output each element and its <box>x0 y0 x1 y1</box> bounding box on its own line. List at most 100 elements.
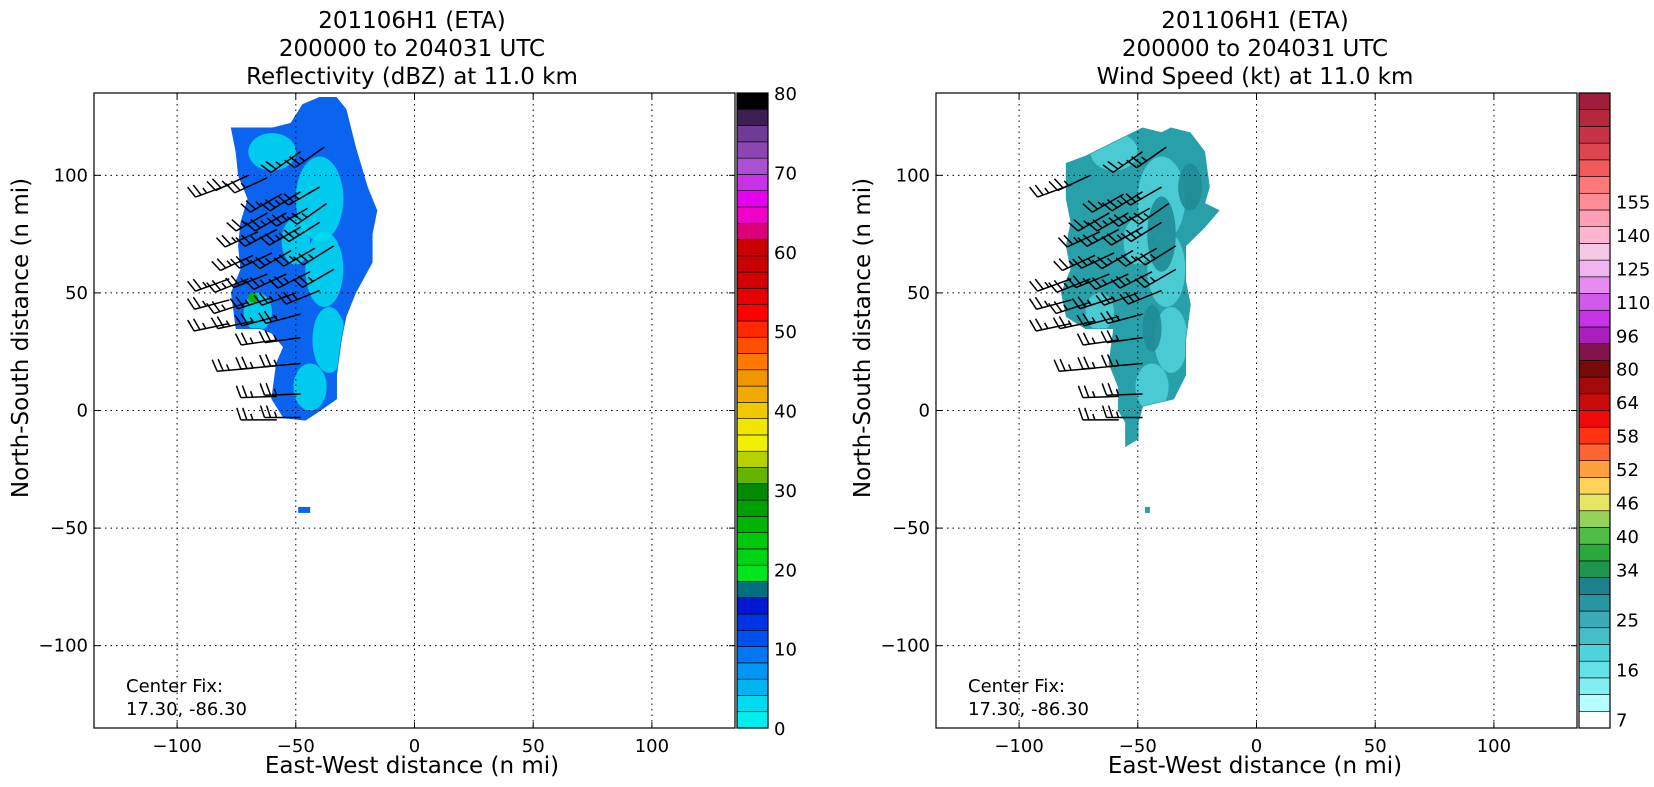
wind-barb <box>1135 245 1177 266</box>
barb-feather <box>259 202 271 212</box>
colorbar-bin <box>736 353 769 371</box>
barb-feather <box>1100 330 1108 343</box>
barb-feather <box>283 229 295 239</box>
wind-barb <box>259 226 301 246</box>
barb-feather <box>1101 202 1113 212</box>
wind-barb <box>259 382 301 397</box>
barb-feather <box>236 407 242 421</box>
wind-barb <box>1115 247 1158 267</box>
colorbar-bin <box>736 499 769 517</box>
barb-half-feather <box>275 161 282 167</box>
colorbar-bin <box>1578 543 1611 562</box>
barb-feather <box>205 302 215 314</box>
barb-feather <box>1107 382 1114 396</box>
barb-half-feather <box>1063 282 1069 289</box>
barb-feather <box>264 199 276 209</box>
barb-feather <box>187 186 197 198</box>
colorbar-bin <box>1578 393 1611 411</box>
barb-half-feather <box>1130 255 1137 261</box>
barb-feather <box>1125 229 1137 239</box>
barb-half-feather <box>249 391 254 398</box>
title-line-1: 201106H1 (ETA) <box>318 8 506 34</box>
isolated-echo <box>298 506 311 513</box>
barb-half-feather <box>225 320 231 327</box>
title-line-3: Reflectivity (dBZ) at 11.0 km <box>246 64 578 90</box>
barb-feather <box>1126 159 1138 169</box>
echo-blob-dark <box>1178 163 1202 211</box>
barb-feather <box>1091 277 1102 288</box>
barb-feather <box>253 294 263 306</box>
colorbar-bin <box>736 434 769 452</box>
y-tick-label: −50 <box>892 518 930 539</box>
barb-feather <box>229 298 239 310</box>
barb-feather <box>245 221 256 232</box>
barb-feather <box>1053 359 1060 372</box>
wind-barb <box>1029 318 1072 332</box>
wind-barb <box>234 332 277 346</box>
colorbar-bin <box>736 385 769 403</box>
barb-half-feather <box>221 180 228 186</box>
wind-barb <box>253 292 297 306</box>
wind-barb <box>1134 268 1177 289</box>
wind-barb <box>1078 407 1119 421</box>
x-tick-label: 100 <box>635 736 669 757</box>
barb-feather <box>1101 383 1108 396</box>
colorbar-tick-label: 155 <box>1616 193 1650 214</box>
barb-staff <box>239 252 273 269</box>
wind-barb <box>244 273 287 290</box>
y-tick-label: 0 <box>77 401 88 422</box>
wind-barb <box>1126 146 1167 169</box>
x-tick-label: −100 <box>994 736 1043 757</box>
colorbar-tick-label: 16 <box>1616 661 1639 682</box>
wind-barb <box>284 146 325 169</box>
barb-feather <box>240 203 251 213</box>
barb-half-feather <box>1044 187 1050 194</box>
colorbar-tick-label: 20 <box>774 560 797 581</box>
barb-feather <box>235 357 242 370</box>
barb-half-feather <box>240 182 247 189</box>
wind-barb <box>215 231 259 248</box>
barb-feather <box>1058 258 1069 269</box>
barb-feather <box>235 296 245 308</box>
barb-feather <box>1034 296 1043 309</box>
colorbar-bin <box>1578 126 1611 144</box>
colorbar-bin <box>1578 694 1611 712</box>
reflectivity-panel: 201106H1 (ETA) 200000 to 204031 UTC Refl… <box>8 8 797 779</box>
echo-blob <box>293 363 327 411</box>
wind-barb <box>229 296 273 310</box>
barb-feather <box>1072 258 1082 269</box>
colorbar-frame <box>1578 92 1611 729</box>
barb-feather <box>1029 319 1037 332</box>
barb-half-feather <box>1091 337 1096 344</box>
barb-feather <box>1139 275 1151 285</box>
barb-feather <box>1091 259 1103 270</box>
colorbar-bin <box>736 288 769 305</box>
echo-field <box>1061 127 1220 513</box>
title-line-3: Wind Speed (kt) at 11.0 km <box>1097 64 1414 90</box>
barb-feather <box>273 275 284 286</box>
barb-feather <box>1073 218 1084 229</box>
barb-half-feather <box>1115 388 1120 396</box>
barb-feather <box>1072 275 1083 286</box>
echo-blob-dark <box>1147 196 1176 272</box>
barb-half-feather <box>225 364 230 371</box>
colorbar-bin <box>1578 660 1611 679</box>
echo-blob <box>295 156 344 242</box>
barb-feather <box>1120 254 1132 264</box>
echo-blob <box>305 231 344 308</box>
barb-feather <box>266 217 277 227</box>
barb-half-feather <box>1143 212 1150 218</box>
barb-feather <box>240 313 249 325</box>
barb-feather <box>186 298 196 310</box>
barb-feather <box>1110 278 1121 289</box>
plot-area: −100 −50 0 50 100 −100 −50 0 50 100 <box>881 92 1578 757</box>
barb-staff <box>1106 393 1143 397</box>
x-tick-label: 0 <box>409 736 420 757</box>
colorbar-bin <box>1578 343 1611 361</box>
barb-feather <box>1087 221 1098 232</box>
barb-feather <box>1029 186 1039 198</box>
barb-half-feather <box>1101 279 1108 285</box>
wind-barb <box>286 202 328 225</box>
colorbar-bin <box>1578 610 1611 629</box>
